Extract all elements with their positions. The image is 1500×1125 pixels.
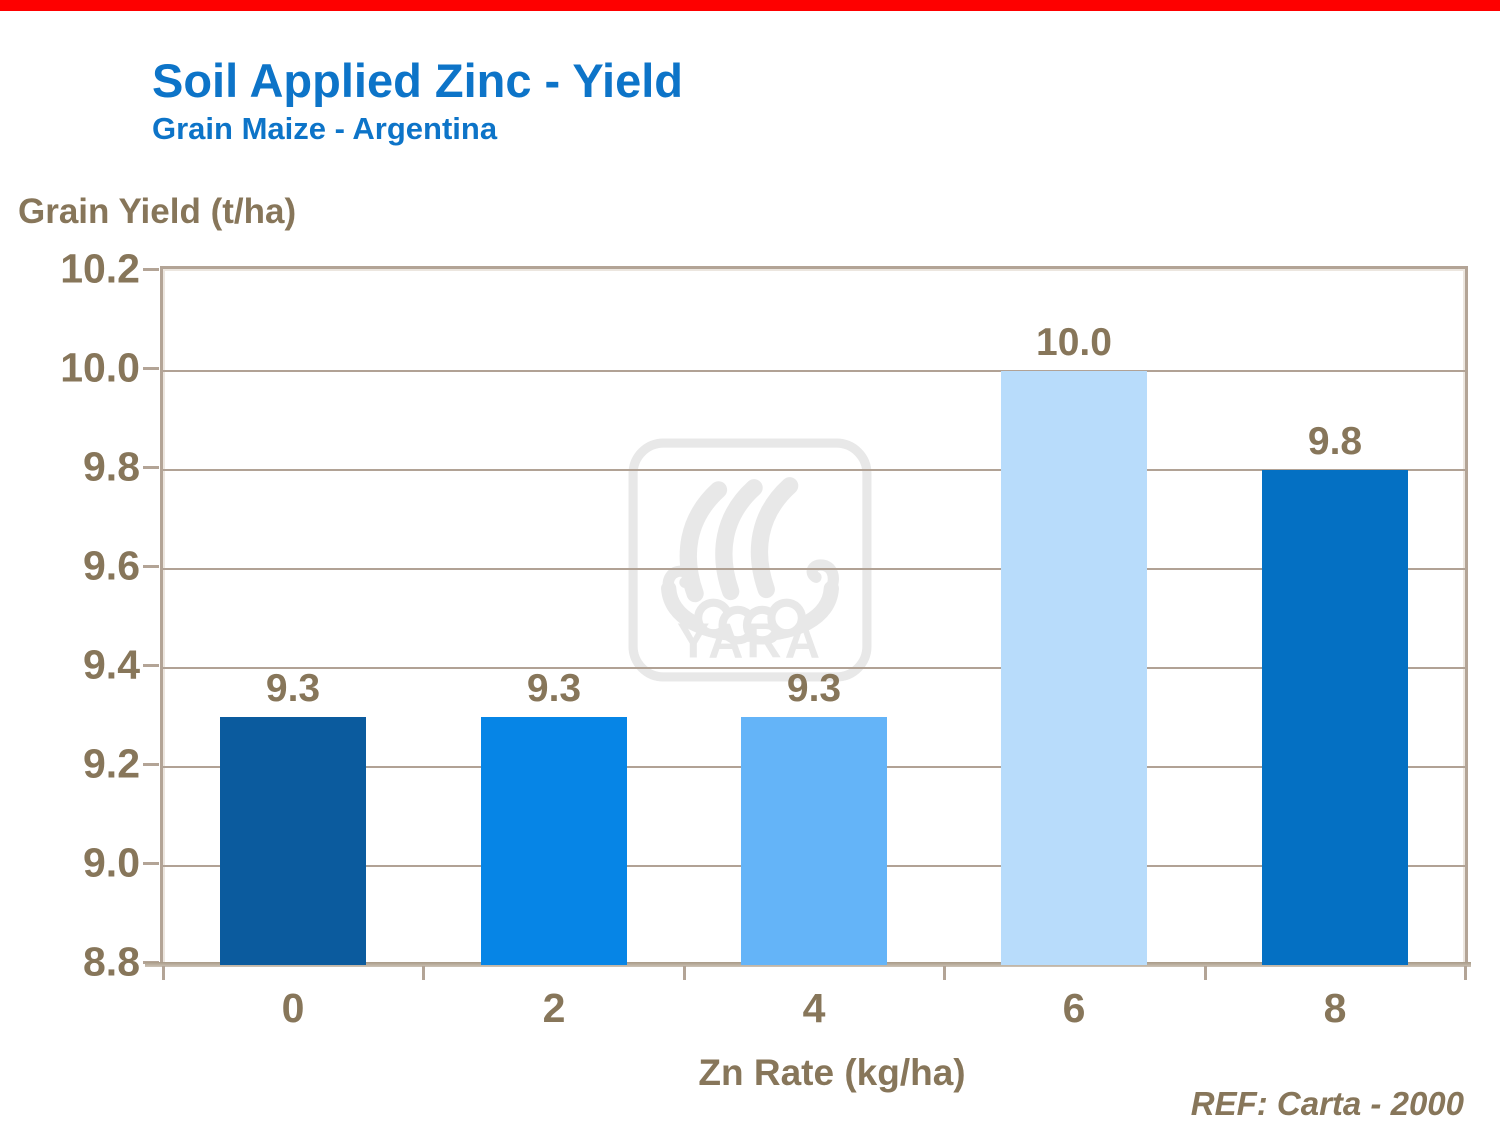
watermark-border [628,438,872,682]
x-tick-mark [683,966,686,980]
gridline [163,667,1465,669]
y-tick-mark [143,664,159,667]
y-tick-label: 9.2 [83,740,140,787]
bar-value-label: 9.3 [265,667,321,710]
bar-value-label: 9.3 [786,667,842,710]
y-tick-mark [143,367,159,370]
y-tick-mark [143,763,159,766]
x-tick-mark [422,966,425,980]
y-tick-mark [143,862,159,865]
gridline [163,568,1465,570]
ship-shields [694,598,806,645]
y-tick-mark [143,268,159,271]
y-tick-label: 9.6 [83,542,140,589]
y-tick-mark [143,565,159,568]
y-axis-title: Grain Yield (t/ha) [18,192,297,231]
gridline [163,469,1465,471]
bar [1262,470,1408,965]
bar-value-label: 9.8 [1307,420,1363,463]
bar [481,717,627,965]
bar-value-label: 9.3 [526,667,582,710]
y-tick-label: 10.0 [60,344,140,391]
chart-title: Soil Applied Zinc - Yield [152,54,683,107]
y-tick-label: 9.4 [83,641,140,688]
yara-logo-watermark: YARA [628,438,872,682]
plot-inner: YARA 9.3 9.3 9.3 10.0 9.8 [163,269,1465,965]
x-tick-mark [943,966,946,980]
plot-area: YARA 9.3 9.3 9.3 10.0 9.8 [160,266,1468,965]
y-tick-label: 10.2 [60,245,140,292]
viking-ship-icon [661,477,839,642]
x-tick-label: 8 [1323,985,1347,1031]
y-tick-label: 9.8 [83,443,140,490]
x-axis-title: Zn Rate (kg/ha) [698,1052,966,1093]
bar [220,717,366,965]
reference-text: REF: Carta - 2000 [1190,1085,1464,1122]
x-tick-mark [162,966,165,980]
bar [741,717,887,965]
bar-value-label: 10.0 [1036,321,1112,364]
y-tick-mark [143,466,159,469]
x-tick-label: 6 [1062,985,1086,1031]
x-tick-label: 0 [281,985,305,1031]
y-tick-label: 8.8 [83,938,140,985]
x-tick-mark [1464,966,1467,980]
x-tick-label: 4 [802,985,826,1031]
watermark-text: YARA [677,615,823,669]
gridline [163,370,1465,372]
bar [1001,371,1147,965]
chart-subtitle: Grain Maize - Argentina [152,111,498,146]
x-tick-label: 2 [542,985,566,1031]
y-tick-label: 9.0 [83,839,140,886]
x-tick-mark [1204,966,1207,980]
top-accent-bar [0,0,1500,11]
